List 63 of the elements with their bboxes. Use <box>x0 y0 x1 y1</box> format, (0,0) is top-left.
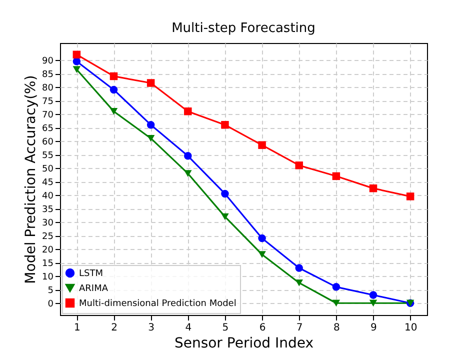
y-tick-label: 70 <box>42 110 54 121</box>
point <box>369 300 378 306</box>
y-tick-label: 25 <box>42 232 54 242</box>
point <box>221 190 229 198</box>
point <box>184 107 192 116</box>
point <box>369 291 378 299</box>
point <box>332 172 340 180</box>
y-tick-label: 65 <box>42 124 54 134</box>
chart-title: Multi-step Forecasting <box>172 21 316 36</box>
y-tick-label: 60 <box>42 138 54 148</box>
y-tick-label: 40 <box>42 192 54 202</box>
point <box>221 213 229 220</box>
point <box>221 120 229 129</box>
point <box>406 192 414 200</box>
y-tick-label: 0 <box>48 300 54 310</box>
legend-label: ARIMA <box>79 284 109 294</box>
point <box>184 170 192 177</box>
point <box>110 108 118 115</box>
y-tick-label: 35 <box>42 205 54 216</box>
point <box>295 161 303 170</box>
x-tick-label: 4 <box>185 322 192 334</box>
point <box>110 72 118 80</box>
point <box>332 283 340 291</box>
point <box>258 251 266 258</box>
point <box>332 300 340 306</box>
point <box>72 58 81 66</box>
y-tick-label: 5 <box>48 286 54 296</box>
y-tick-label: 90 <box>42 56 54 67</box>
x-axis-title: Sensor Period Index <box>174 336 314 352</box>
y-tick-label: 10 <box>42 272 54 283</box>
point <box>184 152 192 160</box>
x-tick-label: 2 <box>111 322 118 334</box>
point <box>72 66 81 73</box>
y-tick-label: 45 <box>42 178 54 188</box>
x-tick-label: 3 <box>148 322 155 334</box>
y-tick-label: 50 <box>42 164 54 175</box>
x-tick-label: 7 <box>296 322 303 334</box>
legend-label: Multi-dimensional Prediction Model <box>79 299 236 309</box>
x-tick-label: 10 <box>404 322 418 334</box>
x-tick-label: 6 <box>259 322 266 334</box>
point <box>146 120 155 129</box>
point <box>146 134 155 142</box>
point <box>110 86 118 94</box>
y-tick-label: 15 <box>42 259 54 270</box>
point <box>295 264 303 272</box>
y-tick-label: 30 <box>42 218 54 229</box>
y-tick-label: 80 <box>42 84 54 94</box>
point <box>72 50 81 58</box>
legend-label: LSTM <box>79 269 103 279</box>
point <box>295 280 303 286</box>
point <box>146 79 155 87</box>
x-tick-label: 8 <box>333 322 340 334</box>
y-tick-label: 20 <box>42 246 54 256</box>
y-tick-label: 75 <box>42 97 54 108</box>
point <box>258 141 266 149</box>
y-axis-title: Model Prediction Accuracy(%) <box>23 75 40 284</box>
x-tick-label: 9 <box>370 322 377 334</box>
x-tick-label: 5 <box>222 322 229 334</box>
point <box>369 184 378 192</box>
y-tick-label: 85 <box>42 70 54 80</box>
x-tick-label: 1 <box>74 322 80 334</box>
point <box>258 234 266 242</box>
y-tick-label: 55 <box>42 151 54 162</box>
